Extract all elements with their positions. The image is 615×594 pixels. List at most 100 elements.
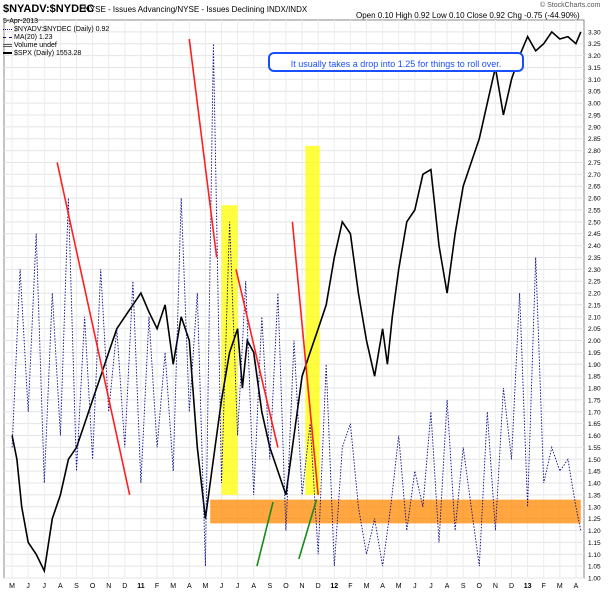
y-tick-label: 3.20 [588,53,601,60]
y-tick-label: 1.55 [588,445,601,452]
legend-label-spx: $SPX (Daily) 1553.28 [14,50,82,57]
x-tick-label: A [251,583,256,590]
y-tick-label: 2.10 [588,314,601,321]
x-tick-label: F [348,583,352,590]
y-tick-label: 3.00 [588,101,601,108]
y-tick-label: 1.60 [588,433,601,440]
x-tick-label: J [26,583,30,590]
x-tick-label: O [283,583,289,590]
ohlc-readout: Open 0.10 High 0.92 Low 0.10 Close 0.92 … [356,11,580,20]
legend-item-volume: Volume undef [3,42,57,50]
x-tick-label: M [364,583,370,590]
y-tick-label: 1.85 [588,374,601,381]
plot-area [3,19,585,579]
y-tick-label: 1.00 [588,576,601,583]
chart-description: NYSE - Issues Advancing/NYSE - Issues De… [84,5,308,14]
y-tick-label: 1.50 [588,457,601,464]
x-tick-label: D [316,583,321,590]
x-tick-label: J [413,583,417,590]
y-tick-label: 2.55 [588,207,601,214]
highlight-band [210,499,581,524]
x-tick-label: S [267,583,272,590]
x-tick-label: O [477,583,483,590]
red-trend-line [235,269,279,448]
x-tick-label: O [90,583,96,590]
y-tick-label: 2.45 [588,231,601,238]
ratio-series-line [11,43,582,567]
y-tick-label: 2.25 [588,279,601,286]
highlight-band [305,145,320,495]
x-tick-label: A [445,583,450,590]
x-tick-label: A [187,583,192,590]
x-tick-label: F [155,583,159,590]
y-tick-label: 1.20 [588,528,601,535]
x-tick-label: J [220,583,224,590]
y-tick-label: 1.70 [588,409,601,416]
y-tick-label: 1.80 [588,386,601,393]
x-tick-label: D [122,583,127,590]
y-tick-label: 2.80 [588,148,601,155]
x-tick-label: S [74,583,79,590]
y-tick-label: 1.35 [588,492,601,499]
red-trend-line [56,162,131,496]
legend-swatch-ratio [3,28,12,30]
x-tick-label: N [106,583,111,590]
legend-swatch-spx [3,52,12,55]
y-tick-label: 1.15 [588,540,601,547]
x-tick-label: A [380,583,385,590]
y-tick-label: 1.40 [588,481,601,488]
y-tick-label: 2.15 [588,302,601,309]
watermark: © StockCharts.com [540,2,601,9]
y-tick-label: 2.50 [588,219,601,226]
x-tick-label: 12 [330,583,338,590]
green-trend-line [298,499,318,560]
red-trend-line [291,221,319,495]
x-tick-label: A [58,583,63,590]
chart-symbol: $NYADV:$NYDEC [3,3,95,15]
annotation-callout: It usually takes a drop into 1.25 for th… [268,52,524,72]
x-tick-label: D [509,583,514,590]
y-tick-label: 2.30 [588,267,601,274]
y-tick-label: 2.75 [588,160,601,167]
y-tick-label: 2.40 [588,243,601,250]
legend-label-volume: Volume undef [14,42,57,49]
x-tick-label: J [429,583,433,590]
x-tick-label: S [461,583,466,590]
spx-series-line [11,30,582,574]
x-tick-label: A [574,583,579,590]
y-tick-label: 1.05 [588,564,601,571]
y-tick-label: 3.05 [588,89,601,96]
y-tick-label: 1.65 [588,421,601,428]
x-tick-label: J [43,583,47,590]
x-tick-label: 13 [524,583,532,590]
x-tick-label: M [396,583,402,590]
x-tick-label: M [9,583,15,590]
y-tick-label: 1.25 [588,516,601,523]
y-tick-label: 3.30 [588,29,601,36]
y-tick-label: 3.15 [588,65,601,72]
legend-item-ratio: $NYADV:$NYDEC (Daily) 0.92 [3,26,109,34]
y-tick-label: 2.05 [588,326,601,333]
red-trend-line [188,38,218,258]
y-tick-label: 2.00 [588,338,601,345]
legend-item-spx: $SPX (Daily) 1553.28 [3,50,81,58]
y-tick-label: 3.25 [588,41,601,48]
y-tick-label: 2.95 [588,112,601,119]
y-tick-label: 1.95 [588,350,601,357]
y-tick-label: 2.90 [588,124,601,131]
y-tick-label: 2.20 [588,291,601,298]
y-tick-label: 2.65 [588,184,601,191]
y-tick-label: 1.30 [588,504,601,511]
legend-item-ma: MA(20) 1.23 [3,34,53,42]
legend-label-ma: MA(20) 1.23 [14,34,53,41]
x-tick-label: N [300,583,305,590]
legend-swatch-volume [3,43,12,47]
y-tick-label: 2.60 [588,196,601,203]
y-tick-label: 3.10 [588,77,601,84]
green-trend-line [256,501,274,567]
x-tick-label: M [557,583,563,590]
x-tick-label: F [542,583,546,590]
y-tick-label: 2.70 [588,172,601,179]
